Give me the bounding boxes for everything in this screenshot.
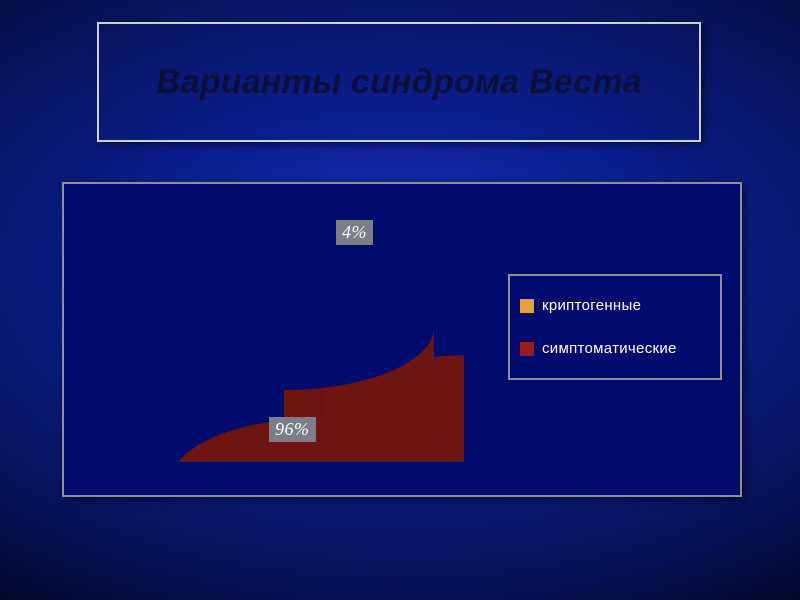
- chart-panel: 4% 96% криптогенные симптоматические: [62, 182, 742, 497]
- data-label-bottom: 96%: [269, 417, 316, 442]
- slide: Варианты синдрома Веста 4% 96% криптоген…: [0, 0, 800, 600]
- legend-swatch-icon: [520, 299, 534, 313]
- legend-label: криптогенные: [542, 297, 641, 314]
- legend-item: симптоматические: [520, 340, 710, 357]
- legend-swatch-icon: [520, 342, 534, 356]
- page-title: Варианты синдрома Веста: [156, 62, 642, 102]
- data-label-top: 4%: [336, 220, 373, 245]
- legend-label: симптоматические: [542, 340, 677, 357]
- legend: криптогенные симптоматические: [508, 274, 722, 380]
- legend-item: криптогенные: [520, 297, 710, 314]
- title-frame: Варианты синдрома Веста: [97, 22, 701, 142]
- pie-chart: 4% 96%: [104, 212, 464, 462]
